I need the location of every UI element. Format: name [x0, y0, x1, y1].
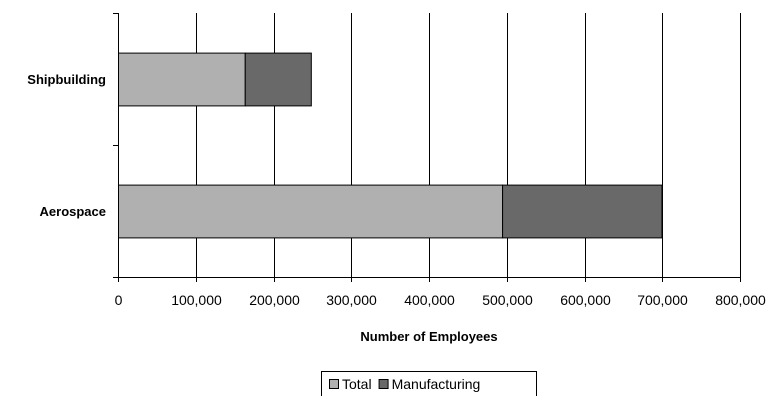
x-tick-label: 600,000 — [560, 292, 611, 308]
legend-box — [321, 371, 537, 398]
legend-swatch-manufacturing — [378, 379, 389, 389]
bar-total-shipbuilding — [118, 52, 246, 107]
x-tick-label: 100,000 — [171, 292, 222, 308]
bars — [118, 52, 663, 239]
bar-manufacturing-aerospace — [502, 184, 663, 239]
legend-label-manufacturing: Manufacturing — [392, 376, 481, 392]
legend-swatch-total — [329, 379, 339, 389]
x-tick-label: 500,000 — [482, 292, 533, 308]
x-tick-label: 0 — [115, 292, 123, 308]
bar-manufacturing-shipbuilding — [244, 52, 312, 107]
x-tick-label: 400,000 — [404, 292, 455, 308]
y-category-label: Aerospace — [40, 204, 106, 219]
axes — [113, 13, 741, 282]
bar-total-aerospace — [118, 184, 504, 239]
x-tick-label: 800,000 — [715, 292, 766, 308]
y-category-label: Shipbuilding — [27, 72, 106, 87]
x-tick-label: 200,000 — [249, 292, 300, 308]
legend: Total Manufacturing — [321, 371, 537, 398]
x-tick-label: 300,000 — [326, 292, 377, 308]
legend-label-total: Total — [342, 376, 372, 392]
labels: 0 100,000 200,000 300,000 400,000 500,000 600,… — [27, 72, 766, 308]
x-axis-title: Number of Employees — [360, 329, 497, 344]
x-tick-label: 700,000 — [637, 292, 688, 308]
